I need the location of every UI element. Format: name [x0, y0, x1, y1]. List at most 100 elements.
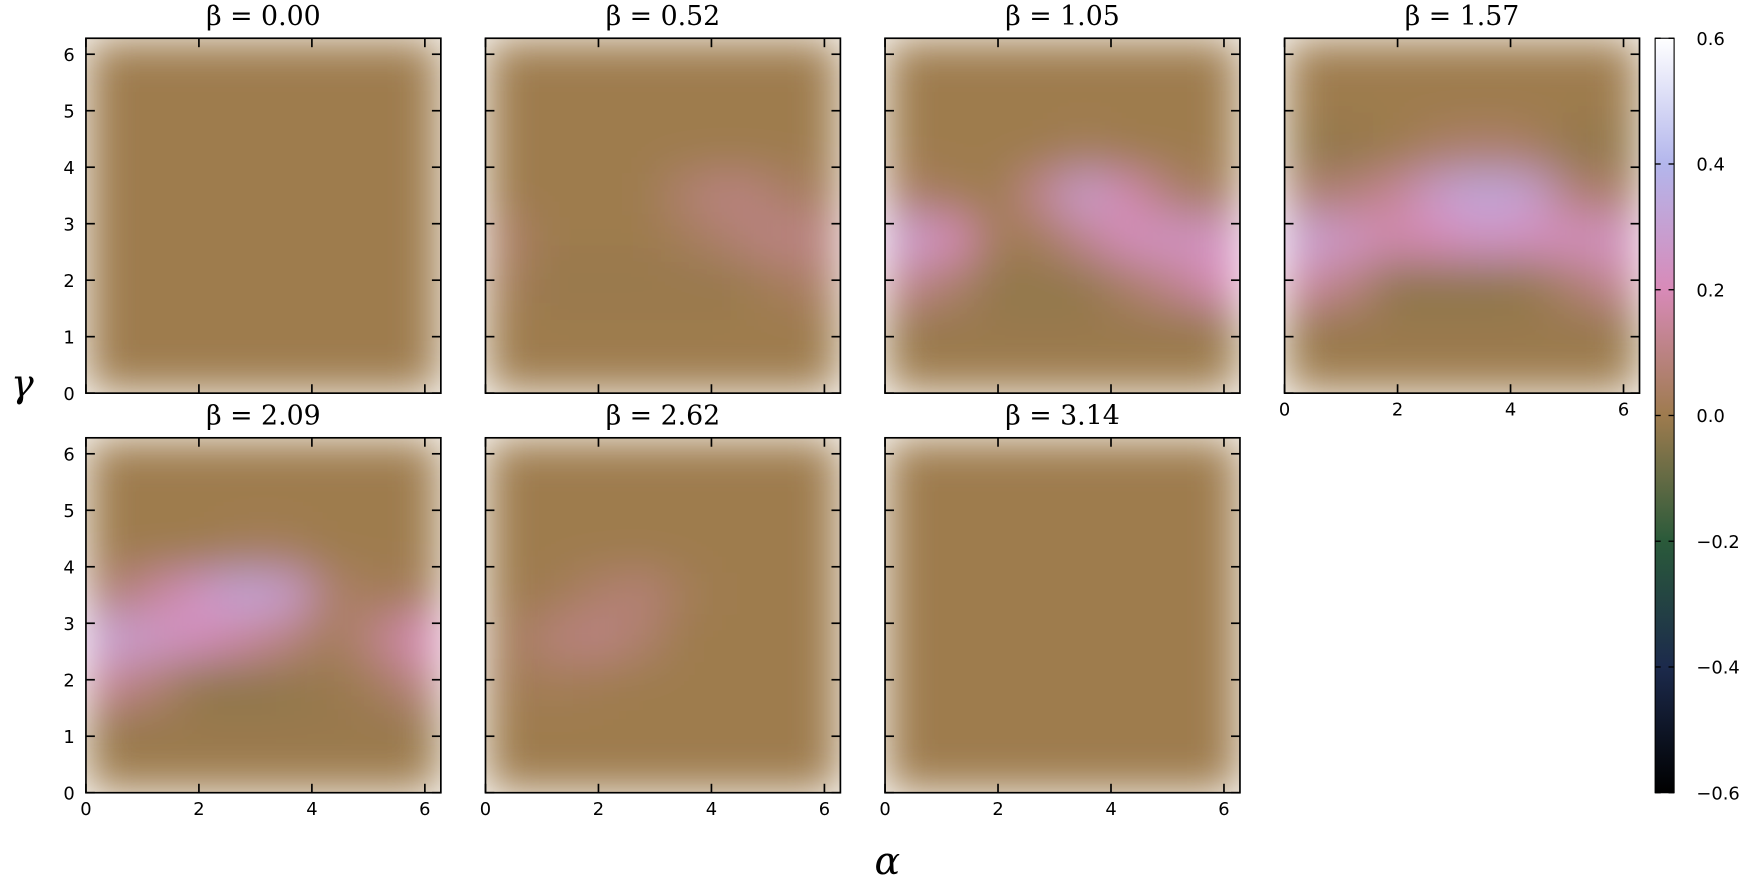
heatmap-cell — [574, 437, 620, 483]
heatmap-cell — [973, 482, 1019, 528]
heatmap-cell — [618, 348, 664, 394]
panel: β = 1.05 — [884, 1, 1241, 394]
heatmap-cell — [485, 82, 531, 128]
heatmap-cell — [1462, 82, 1507, 128]
heatmap-cell — [1595, 304, 1640, 350]
heatmap-cell — [485, 260, 531, 305]
heatmap-cell — [485, 482, 531, 528]
heatmap-cell — [751, 659, 797, 705]
heatmap-cell — [396, 526, 441, 572]
heatmap-cell — [796, 570, 841, 616]
heatmap-cell — [973, 38, 1019, 84]
panel-title: β = 0.52 — [606, 1, 721, 32]
heatmap-cell — [1506, 348, 1552, 394]
heatmap-cell — [1106, 570, 1152, 616]
heatmap-cell — [574, 748, 620, 793]
heatmap-cell — [396, 38, 441, 84]
heatmap-cell — [618, 526, 664, 572]
heatmap-cell — [1062, 748, 1108, 793]
heatmap-cell — [352, 215, 398, 261]
heatmap-cell — [1106, 304, 1152, 350]
heatmap-cell — [219, 348, 264, 394]
heatmap-cell — [929, 260, 975, 305]
heatmap-cell — [1062, 82, 1108, 128]
heatmap-cell — [1151, 482, 1197, 528]
heatmap-cell — [796, 748, 841, 793]
heatmap-cell — [574, 659, 620, 705]
heatmap-cell — [1018, 615, 1064, 661]
heatmap-cell — [1151, 82, 1197, 128]
y-tick-label: 3 — [63, 614, 74, 635]
heatmap-cell — [396, 82, 441, 128]
heatmap-cell — [307, 526, 353, 572]
heatmap-cell — [307, 570, 353, 616]
y-tick-label: 3 — [63, 214, 74, 235]
heatmap-cell — [130, 82, 176, 128]
heatmap-cell — [130, 659, 176, 705]
heatmap-cell — [973, 171, 1019, 217]
heatmap-cell — [796, 615, 841, 661]
heatmap-cell — [707, 482, 753, 528]
heatmap-cell — [885, 482, 930, 528]
x-tick-label: 4 — [1505, 399, 1516, 420]
heatmap-cell — [1417, 348, 1463, 394]
heatmap-cell — [219, 215, 264, 261]
heatmap-cell — [618, 304, 664, 350]
heatmap-cell — [751, 126, 797, 172]
heatmap-cell — [263, 570, 309, 616]
heatmap-cell — [574, 82, 620, 128]
heatmap-cell — [1018, 304, 1064, 350]
heatmap-cell — [929, 304, 975, 350]
y-tick-label: 1 — [63, 327, 74, 348]
heatmap-cell — [1595, 126, 1640, 172]
heatmap-cell — [1106, 38, 1152, 84]
heatmap-cell — [973, 260, 1019, 305]
heatmap-cell — [707, 615, 753, 661]
heatmap-cell — [973, 570, 1019, 616]
heatmap-cell — [1106, 215, 1152, 261]
heatmap-cell — [1151, 38, 1197, 84]
heatmap-cell — [219, 482, 264, 528]
heatmap-cell — [174, 526, 220, 572]
heatmap-cell — [219, 703, 264, 749]
colorbar-tick-label: 0.0 — [1696, 406, 1724, 427]
heatmap-cell — [1506, 126, 1552, 172]
y-tick-label: 6 — [63, 444, 74, 465]
heatmap-cell — [1595, 215, 1640, 261]
x-tick-label: 0 — [879, 799, 890, 820]
colorbar-tick-label: −0.6 — [1696, 783, 1739, 804]
heatmap-cell — [1328, 260, 1374, 305]
heatmap-cell — [1506, 171, 1552, 217]
heatmap-cell — [396, 615, 441, 661]
y-tick-label: 5 — [63, 101, 74, 122]
heatmap-cell — [973, 304, 1019, 350]
heatmap-cell — [796, 304, 841, 350]
heatmap-cell — [929, 703, 975, 749]
heatmap-cell — [396, 482, 441, 528]
heatmap-cell — [529, 126, 575, 172]
heatmap-cell — [1106, 348, 1152, 394]
heatmap-cell — [263, 703, 309, 749]
heatmap-cell — [885, 171, 930, 217]
heatmap-cell — [1506, 260, 1552, 305]
heatmap-cell — [485, 703, 531, 749]
heatmap-cell — [85, 437, 131, 483]
panel-title: β = 1.57 — [1405, 1, 1520, 32]
heatmap-cell — [1550, 171, 1596, 217]
x-tick-label: 4 — [706, 799, 717, 820]
heatmap-cell — [529, 570, 575, 616]
heatmap-cell — [1195, 615, 1240, 661]
heatmap-cell — [929, 126, 975, 172]
heatmap-cell — [1151, 526, 1197, 572]
heatmap-cell — [1462, 348, 1507, 394]
heatmap-cell — [529, 748, 575, 793]
heatmap-cell — [396, 703, 441, 749]
heatmap-cell — [1328, 126, 1374, 172]
heatmap-cell — [1550, 126, 1596, 172]
x-tick-label: 2 — [992, 799, 1003, 820]
heatmap-cell — [618, 126, 664, 172]
heatmap-cell — [1062, 703, 1108, 749]
heatmap-cell — [396, 260, 441, 305]
heatmap-cell — [529, 215, 575, 261]
